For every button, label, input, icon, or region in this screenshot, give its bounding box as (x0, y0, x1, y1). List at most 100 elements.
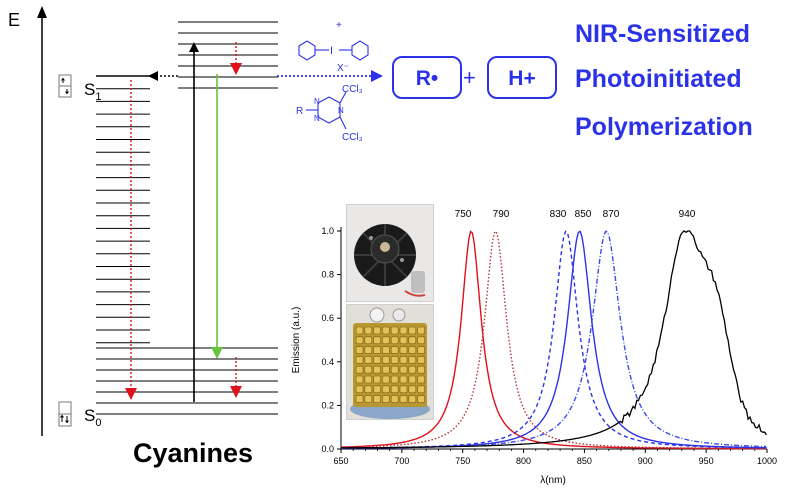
y-tick-label: 0.6 (321, 313, 334, 323)
iodonium-charge: + (336, 20, 342, 31)
triazine-n-atom: N (314, 97, 320, 106)
led-die (417, 375, 425, 384)
led-die (364, 395, 373, 403)
x-tick-label: 1000 (757, 456, 777, 466)
x-tick-label: 700 (394, 456, 409, 466)
iodine-atom: I (330, 45, 333, 57)
led-die (399, 346, 408, 354)
led-die (399, 395, 408, 403)
s1-state-marker (58, 74, 72, 98)
y-tick-label: 0.2 (321, 400, 334, 410)
r-group-label: R (296, 106, 303, 117)
led-die (399, 385, 408, 394)
led-die (382, 365, 390, 374)
triazine-n-atom: N (338, 106, 344, 115)
led-die (390, 336, 399, 345)
led-die (373, 336, 381, 345)
led-die (355, 346, 364, 354)
led-die (382, 346, 390, 354)
y-tick-label: 0.0 (321, 444, 334, 454)
led-die (390, 326, 399, 335)
led-die (390, 365, 399, 374)
chart-peak-labels: 750 790 830 850 870 940 (455, 209, 696, 220)
triazine-n-atom: N (314, 114, 320, 123)
emission-series-line (341, 230, 767, 449)
led-die (408, 336, 417, 345)
led-die (364, 356, 373, 364)
led-die (399, 375, 408, 384)
led-die (355, 336, 364, 345)
led-die (390, 375, 399, 384)
x-tick-label: 950 (699, 456, 714, 466)
led-die (373, 375, 381, 384)
led-die (408, 365, 417, 374)
peak-label: 870 (603, 209, 620, 220)
emission-series-line (340, 230, 767, 450)
led-die (364, 385, 373, 394)
led-die (408, 395, 417, 403)
led-die (408, 375, 417, 384)
energy-axis-arrowhead (37, 6, 47, 18)
led-die (417, 326, 425, 335)
energy-label: E (8, 10, 20, 30)
led-die (399, 326, 408, 335)
chart-ylabel: Emission (a.u.) (291, 307, 302, 374)
led-die (373, 346, 381, 354)
led-die (390, 346, 399, 354)
led-die (390, 356, 399, 364)
radical-product: R• (392, 56, 462, 99)
relaxation-arrows (125, 42, 242, 400)
x-tick-label: 750 (455, 456, 470, 466)
x-tick-label: 900 (638, 456, 653, 466)
y-tick-label: 1.0 (321, 226, 334, 236)
led-grid (355, 326, 425, 403)
led-die (417, 395, 425, 403)
chart-axes: 650 700 750 800 850 900 950 1000 0.0 0.2 0.4 0.6 0.8… (321, 226, 777, 466)
led-die (373, 365, 381, 374)
led-die (355, 356, 364, 364)
led-die (355, 385, 364, 394)
title-line-3: Polymerization (575, 113, 753, 141)
y-tick-label: 0.8 (321, 270, 334, 280)
led-die (382, 385, 390, 394)
led-array-photo (346, 304, 434, 420)
led-die (408, 326, 417, 335)
cyanines-label: Cyanines (133, 438, 253, 468)
peak-label: 750 (455, 209, 472, 220)
led-die (382, 326, 390, 335)
proton-product: H+ (487, 56, 557, 99)
peak-label: 790 (493, 209, 510, 220)
led-die (355, 375, 364, 384)
led-die (417, 356, 425, 364)
led-die (355, 326, 364, 335)
title-block: NIR-Sensitized Photoinitiated Polymeriza… (575, 20, 753, 141)
title-line-1: NIR-Sensitized (575, 20, 750, 48)
s0-state-marker (58, 401, 72, 427)
led-die (364, 365, 373, 374)
led-die (390, 395, 399, 403)
led-die (399, 356, 408, 364)
led-die (417, 336, 425, 345)
led-die (399, 365, 408, 374)
radical-label: R• (416, 67, 439, 90)
peak-label: 850 (575, 209, 592, 220)
title-line-2: Photoinitiated (575, 65, 742, 93)
chart-xlabel: λ(nm) (540, 475, 566, 486)
s1-label: S1 (84, 80, 101, 103)
led-die (373, 326, 381, 335)
led-die (364, 326, 373, 335)
led-die (373, 385, 381, 394)
x-tick-label: 650 (333, 456, 348, 466)
left-energy-levels (96, 75, 278, 415)
chart-series (340, 230, 767, 450)
led-die (417, 346, 425, 354)
led-die (364, 336, 373, 345)
peak-label: 940 (679, 209, 696, 220)
led-die (364, 346, 373, 354)
led-die (382, 336, 390, 345)
s0-label: S0 (84, 406, 101, 429)
plus-sign: + (463, 65, 476, 90)
led-die (382, 356, 390, 364)
x-tick-label: 850 (577, 456, 592, 466)
